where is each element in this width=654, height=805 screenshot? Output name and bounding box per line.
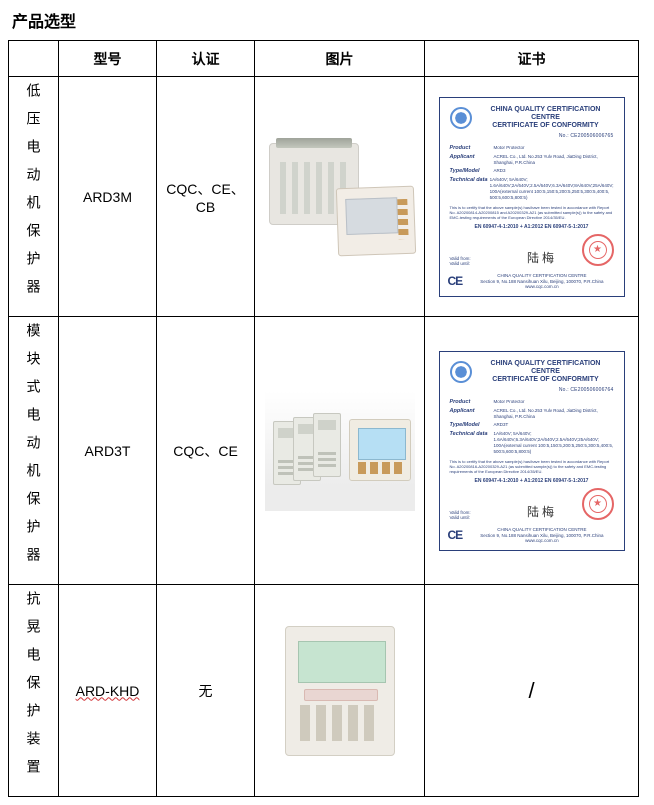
cert-placeholder: / [528, 678, 534, 703]
row-name: 低压电动机保护器 [9, 77, 59, 317]
cqc-logo-icon [450, 107, 472, 129]
row-model: ARD3T [59, 317, 157, 585]
row-name: 抗晃电保护装置 [9, 585, 59, 797]
product-image [265, 137, 415, 257]
header-cert: 认证 [157, 41, 255, 77]
table-header-row: 型号 认证 图片 证书 [9, 41, 639, 77]
cert-standard: EN 60947-4-1:2010 + A1:2012 EN 60947-5-1… [450, 224, 614, 230]
product-table: 型号 认证 图片 证书 低压电动机保护器 ARD3M CQC、CE、CB [8, 40, 639, 797]
cert-org: CHINA QUALITY CERTIFICATION CENTRE CERTI… [478, 106, 614, 131]
section-title: 产品选型 [8, 8, 646, 32]
row-name-label: 低压电动机保护器 [27, 83, 41, 307]
cert-number: No.: CE200506006764 [450, 387, 614, 393]
row-model: ARD3M [59, 77, 157, 317]
row-model-text: ARD-KHD [76, 683, 140, 699]
table-row: 模块式电动机保护器 ARD3T CQC、CE [9, 317, 639, 585]
cert-note: This is to certify that the above sample… [450, 205, 614, 221]
ce-mark-icon: CE [448, 528, 463, 542]
ce-mark-icon: CE [448, 274, 463, 288]
row-cert: CQC、CE、CB [157, 77, 255, 317]
row-cert-cell: / [425, 585, 639, 797]
cert-signature: 陆 梅 [500, 503, 582, 520]
certificate-image: CHINA QUALITY CERTIFICATION CENTRE CERTI… [439, 351, 625, 551]
cert-org: CHINA QUALITY CERTIFICATION CENTRE CERTI… [478, 360, 614, 385]
row-image-cell [255, 77, 425, 317]
row-name: 模块式电动机保护器 [9, 317, 59, 585]
seal-icon [582, 234, 614, 266]
seal-icon [582, 488, 614, 520]
row-model: ARD-KHD [59, 585, 157, 797]
cert-note: This is to certify that the above sample… [450, 459, 614, 475]
table-row: 低压电动机保护器 ARD3M CQC、CE、CB CHINA QUALITY C… [9, 77, 639, 317]
header-certificate: 证书 [425, 41, 639, 77]
row-name-label: 抗晃电保护装置 [27, 591, 41, 787]
header-blank [9, 41, 59, 77]
cert-signature: 陆 梅 [500, 249, 582, 266]
row-cert: 无 [157, 585, 255, 797]
header-image: 图片 [255, 41, 425, 77]
cqc-logo-icon [450, 361, 472, 383]
row-cert-cell: CHINA QUALITY CERTIFICATION CENTRE CERTI… [425, 317, 639, 585]
cert-standard: EN 60947-4-1:2010 + A1:2012 EN 60947-5-1… [450, 478, 614, 484]
product-image [285, 626, 395, 756]
certificate-image: CHINA QUALITY CERTIFICATION CENTRE CERTI… [439, 97, 625, 297]
row-name-label: 模块式电动机保护器 [27, 323, 41, 575]
header-model: 型号 [59, 41, 157, 77]
cert-number: No.: CE200506006765 [450, 133, 614, 139]
table-row: 抗晃电保护装置 ARD-KHD 无 / [9, 585, 639, 797]
row-image-cell [255, 585, 425, 797]
row-image-cell [255, 317, 425, 585]
row-cert-cell: CHINA QUALITY CERTIFICATION CENTRE CERTI… [425, 77, 639, 317]
product-image [265, 391, 415, 511]
row-cert: CQC、CE [157, 317, 255, 585]
